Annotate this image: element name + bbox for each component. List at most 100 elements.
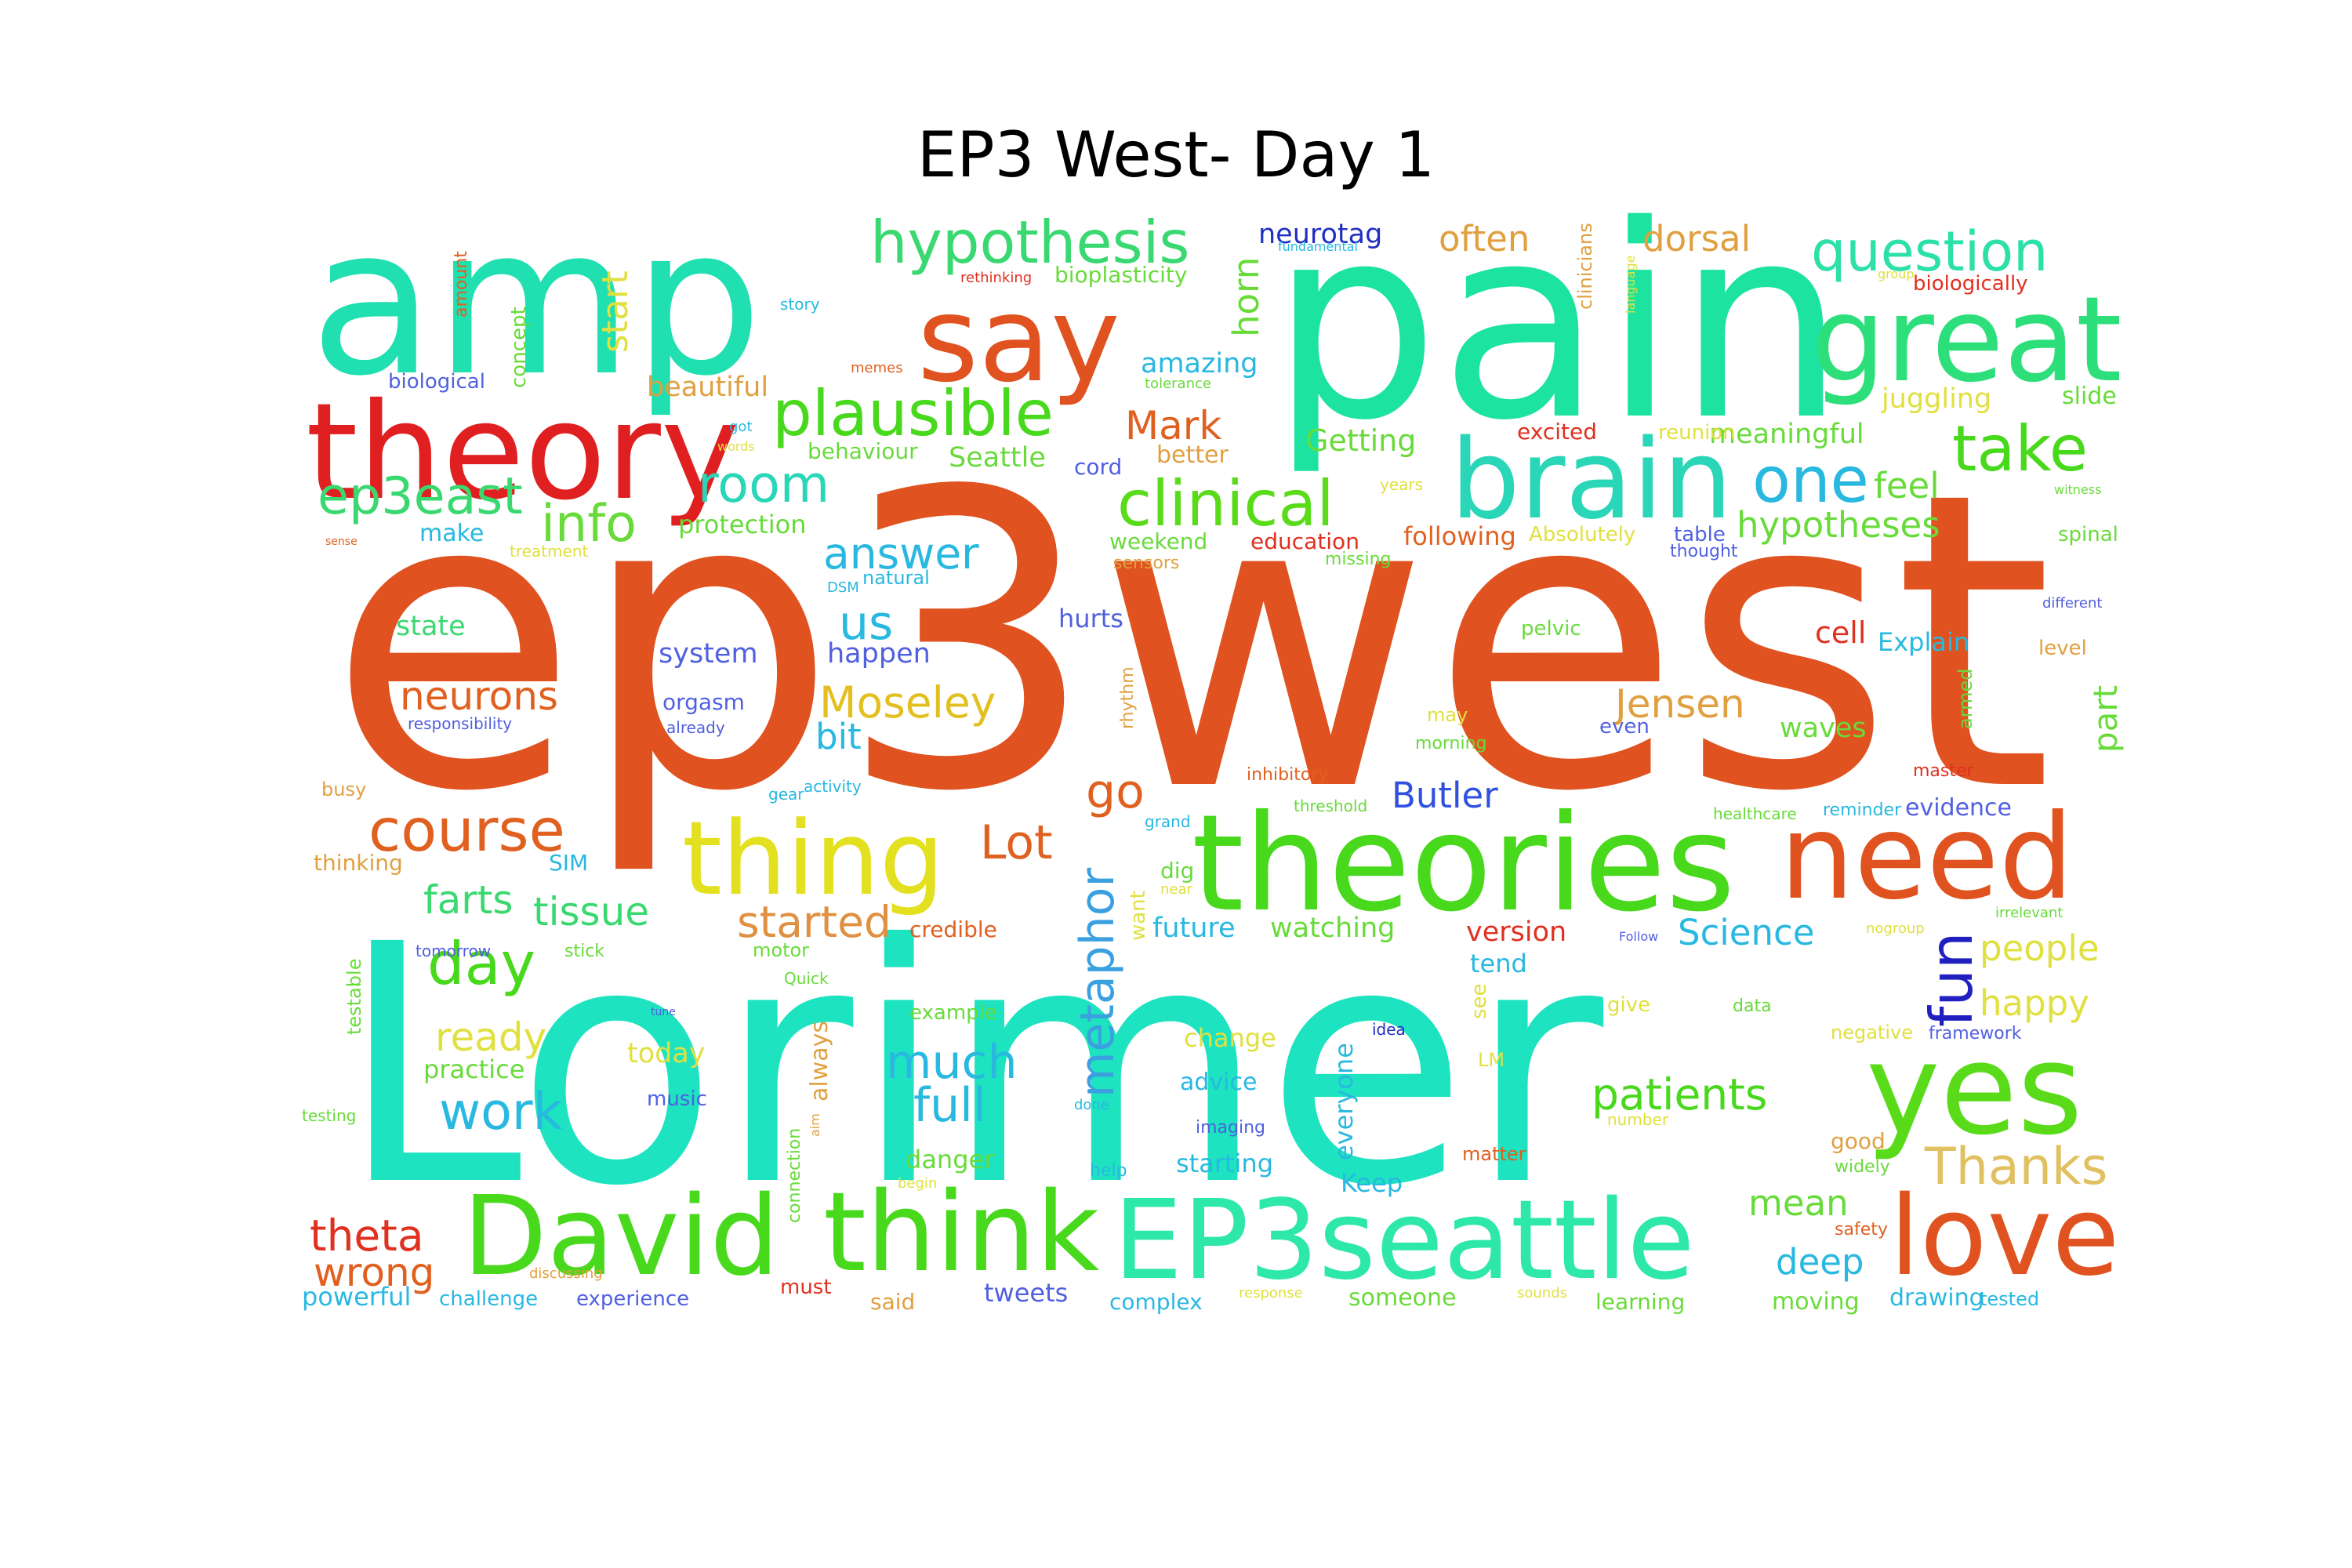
word-discussing: discussing <box>529 1265 603 1282</box>
word-always: always <box>806 1021 833 1102</box>
word-matter: matter <box>1462 1143 1526 1165</box>
word-may: may <box>1427 704 1468 726</box>
word-bioplasticity: bioplasticity <box>1054 262 1187 288</box>
word-got: got <box>729 419 753 435</box>
word-juggling: juggling <box>1881 383 1991 415</box>
word-ep3west: ep3west <box>328 405 2053 880</box>
word-make: make <box>419 520 484 547</box>
word-change: change <box>1184 1023 1276 1053</box>
word-plausible: plausible <box>772 377 1054 450</box>
word-example: example <box>909 1001 997 1025</box>
word-drawing: drawing <box>1889 1284 1984 1312</box>
word-lorimer: Lorimer <box>339 875 1607 1258</box>
word-neurotag: neurotag <box>1258 219 1382 250</box>
word-tweets: tweets <box>984 1278 1068 1308</box>
word-reunion: reunion <box>1658 421 1736 445</box>
word-future: future <box>1152 913 1236 944</box>
word-day: day <box>427 929 535 998</box>
word-see: see <box>1468 983 1491 1019</box>
word-often: often <box>1439 218 1530 260</box>
word-meaningful: meaningful <box>1709 419 1864 450</box>
word-words: words <box>717 439 755 454</box>
word-start: start <box>594 270 636 353</box>
word-keep: Keep <box>1341 1168 1403 1198</box>
word-tested: tested <box>1980 1288 2039 1310</box>
word-dorsal: dorsal <box>1642 218 1751 260</box>
word-fun: fun <box>1917 932 1986 1027</box>
word-orgasm: orgasm <box>662 689 745 715</box>
word-rhythm: rhythm <box>1118 666 1138 729</box>
word-course: course <box>368 796 565 865</box>
word-david: David <box>463 1173 779 1301</box>
word-wrong: wrong <box>314 1250 434 1295</box>
word-mark: Mark <box>1125 403 1221 448</box>
word-much: much <box>886 1035 1018 1090</box>
word-hypothesis: hypothesis <box>870 208 1189 277</box>
word-state: state <box>396 611 466 642</box>
word-advice: advice <box>1180 1069 1257 1096</box>
word-spinal: spinal <box>2058 523 2118 546</box>
word-following: following <box>1403 521 1516 551</box>
word-tissue: tissue <box>533 889 649 935</box>
word-safety: safety <box>1835 1220 1888 1240</box>
word-help: help <box>1090 1161 1127 1181</box>
word-good: good <box>1831 1128 1886 1154</box>
word-threshold: threshold <box>1294 797 1367 815</box>
word-system: system <box>659 638 758 670</box>
word-give: give <box>1607 993 1650 1017</box>
word-need: need <box>1780 789 2074 926</box>
word-thought: thought <box>1670 542 1738 561</box>
word-natural: natural <box>862 567 930 589</box>
word-inhibitory: inhibitory <box>1247 765 1328 785</box>
word-framework: framework <box>1929 1024 2022 1044</box>
word-dsm: DSM <box>827 579 859 596</box>
word-missing: missing <box>1325 550 1392 569</box>
word-must: must <box>780 1276 832 1299</box>
word-practice: practice <box>423 1054 524 1084</box>
word-powerful: powerful <box>302 1282 411 1312</box>
word-someone: someone <box>1348 1284 1457 1312</box>
word-one: one <box>1752 444 1869 517</box>
word-moseley: Moseley <box>819 677 996 728</box>
word-version: version <box>1466 916 1566 948</box>
word-info: info <box>541 495 637 554</box>
word-take: take <box>1952 412 2088 485</box>
word-better: better <box>1156 441 1229 469</box>
word-love: love <box>1889 1173 2120 1301</box>
word-gear: gear <box>768 785 804 804</box>
word-rethinking: rethinking <box>960 270 1032 286</box>
word-waves: waves <box>1780 713 1867 744</box>
word-theories: theories <box>1192 786 1735 942</box>
word-tomorrow: tomorrow <box>416 942 491 960</box>
word-grand: grand <box>1145 812 1191 831</box>
word-everyone: everyone <box>1329 1043 1359 1160</box>
word-amp: amp <box>310 184 763 421</box>
word-memes: memes <box>851 360 903 376</box>
word-want: want <box>1127 891 1150 941</box>
word-activity: activity <box>804 777 862 796</box>
word-cell: cell <box>1815 615 1866 650</box>
word-learning: learning <box>1595 1289 1685 1315</box>
word-ready: ready <box>435 1014 546 1060</box>
word-imaging: imaging <box>1196 1118 1265 1138</box>
word-getting: Getting <box>1305 423 1416 458</box>
word-hypotheses: hypotheses <box>1737 504 1940 546</box>
word-amount: amount <box>452 251 471 318</box>
word-part: part <box>2086 685 2125 753</box>
word-horn: horn <box>1225 257 1267 337</box>
word-table: table <box>1674 523 1726 546</box>
word-behaviour: behaviour <box>808 438 918 464</box>
word-science: Science <box>1678 912 1814 953</box>
word-near: near <box>1160 881 1193 898</box>
word-explain: Explain <box>1878 627 1969 657</box>
word-watching: watching <box>1270 913 1395 944</box>
word-butler: Butler <box>1392 775 1498 816</box>
word-music: music <box>647 1087 707 1111</box>
word-cord: cord <box>1074 454 1122 480</box>
word-biologically: biologically <box>1913 272 2028 296</box>
word-starting: starting <box>1176 1149 1273 1178</box>
word-concept: concept <box>507 307 531 388</box>
word-master: master <box>1913 761 1975 781</box>
word-tune: tune <box>651 1006 676 1018</box>
